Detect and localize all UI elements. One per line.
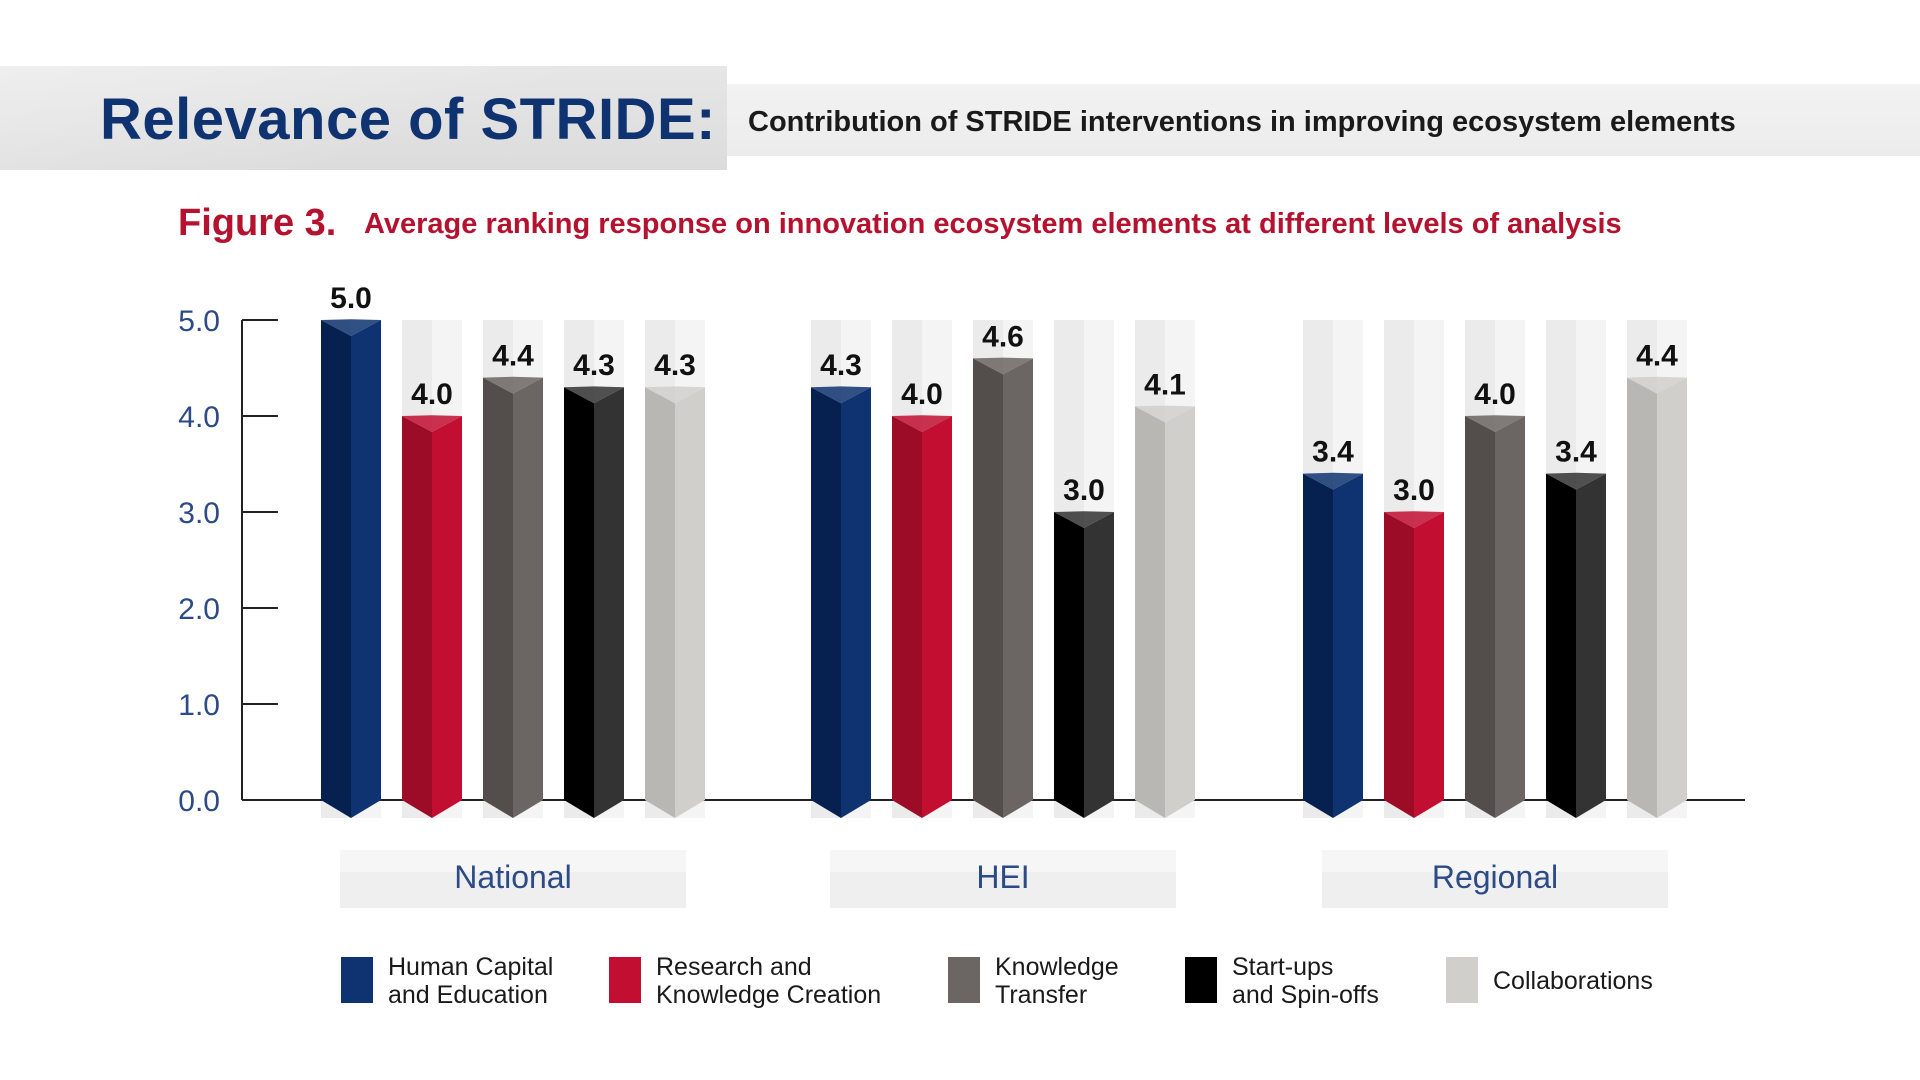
bar-right-face <box>513 377 543 818</box>
x-category-label: National <box>454 859 571 895</box>
legend-swatch <box>341 957 373 1003</box>
bar-left-face <box>973 358 1003 818</box>
header-banner-right <box>727 84 1920 156</box>
bar-left-face <box>1054 512 1084 818</box>
bar-left-face <box>892 416 922 818</box>
bar-right-face <box>1576 473 1606 818</box>
bar-left-face <box>1135 406 1165 818</box>
legend-label: Transfer <box>995 981 1087 1009</box>
bar-cap <box>483 376 543 394</box>
data-label: 3.4 <box>1555 436 1597 469</box>
data-label: 5.0 <box>330 282 372 315</box>
bar-left-face <box>1303 473 1333 818</box>
bar-left-face <box>645 387 675 818</box>
data-label: 4.0 <box>901 378 943 411</box>
bar-cap <box>1546 472 1606 490</box>
bar-cap <box>321 319 381 336</box>
data-label: 3.4 <box>1312 436 1354 469</box>
bar-right-face <box>1003 358 1033 818</box>
bar-right-face <box>1414 512 1444 818</box>
legend-label: Start-ups <box>1232 953 1333 981</box>
bar-right-face <box>1165 406 1195 818</box>
bar-right-face <box>1333 473 1363 818</box>
bar-left-face <box>321 320 351 818</box>
bar-left-face <box>483 377 513 818</box>
data-label: 4.3 <box>820 349 862 382</box>
y-tick-label: 1.0 <box>178 689 220 722</box>
bar-cap <box>811 386 871 404</box>
bar-cap <box>892 415 952 432</box>
bar-right-face <box>351 320 381 818</box>
legend-label: Collaborations <box>1493 967 1653 995</box>
legend-swatch <box>948 957 980 1003</box>
bar-right-face <box>841 387 871 818</box>
legend-swatch <box>1185 957 1217 1003</box>
group-label-band-highlight <box>1322 850 1668 872</box>
bar-left-face <box>564 387 594 818</box>
bar-right-face <box>922 416 952 818</box>
bar-cap <box>1465 415 1525 432</box>
bar-right-face <box>1657 377 1687 818</box>
legend-label: Knowledge <box>995 953 1119 981</box>
bar-cap <box>1627 376 1687 394</box>
y-tick-label: 3.0 <box>178 497 220 530</box>
bar-cap <box>973 357 1033 375</box>
group-label-band-highlight <box>340 850 686 872</box>
bar-left-face <box>402 416 432 818</box>
legend-label: Human Capital <box>388 953 553 981</box>
data-label: 4.3 <box>654 349 696 382</box>
figure-label: Figure 3. <box>178 202 337 244</box>
bar-cap <box>1303 472 1363 490</box>
group-label-band-highlight <box>830 850 1176 872</box>
page-title: Relevance of STRIDE: <box>100 87 716 152</box>
y-tick-label: 2.0 <box>178 593 220 626</box>
legend-label: Knowledge Creation <box>656 981 881 1009</box>
data-label: 3.0 <box>1393 474 1435 507</box>
legend-label: Research and <box>656 953 812 981</box>
data-label: 4.4 <box>1636 340 1678 373</box>
bar-right-face <box>675 387 705 818</box>
bar-cap <box>1384 511 1444 528</box>
legend-swatch <box>1446 957 1478 1003</box>
data-label: 4.0 <box>1474 378 1516 411</box>
group-label-layer: National HEI Regional <box>340 850 1668 908</box>
bar-cap <box>1135 405 1195 423</box>
data-label: 4.3 <box>573 349 615 382</box>
header-banner-shade <box>0 66 727 170</box>
bar-left-face <box>1384 512 1414 818</box>
figure-title: Average ranking response on innovation e… <box>364 208 1622 240</box>
bar-left-face <box>1546 473 1576 818</box>
x-category-label: HEI <box>976 859 1029 895</box>
bar-left-face <box>1627 377 1657 818</box>
data-label: 4.1 <box>1144 368 1186 401</box>
bar-cap <box>402 415 462 432</box>
bar-right-face <box>594 387 624 818</box>
page-subtitle: Contribution of STRIDE interventions in … <box>748 106 1736 138</box>
legend-swatch <box>609 957 641 1003</box>
data-label: 4.6 <box>982 320 1024 353</box>
legend-label: and Spin-offs <box>1232 981 1379 1009</box>
data-label: 3.0 <box>1063 474 1105 507</box>
bar-left-face <box>811 387 841 818</box>
bar-cap <box>645 386 705 404</box>
y-tick-label: 0.0 <box>178 785 220 818</box>
value-label-layer: 5.0 4.0 4.4 4.3 4.3 4.3 4.0 4.6 3.0 4.1 3.4 3.0 4.0 3… <box>330 282 1678 507</box>
bar-cap <box>1054 511 1114 528</box>
header-banner-left <box>0 66 727 170</box>
y-tick-label: 5.0 <box>178 305 220 338</box>
bar-left-face <box>1465 416 1495 818</box>
data-label: 4.0 <box>411 378 453 411</box>
bar-right-face <box>1495 416 1525 818</box>
y-tick-label: 4.0 <box>178 401 220 434</box>
data-label: 4.4 <box>492 340 534 373</box>
x-category-label: Regional <box>1432 859 1558 895</box>
bar-cap <box>564 386 624 404</box>
bar-right-face <box>432 416 462 818</box>
legend-label: and Education <box>388 981 548 1009</box>
bar-right-face <box>1084 512 1114 818</box>
bar-layer <box>321 319 1687 818</box>
